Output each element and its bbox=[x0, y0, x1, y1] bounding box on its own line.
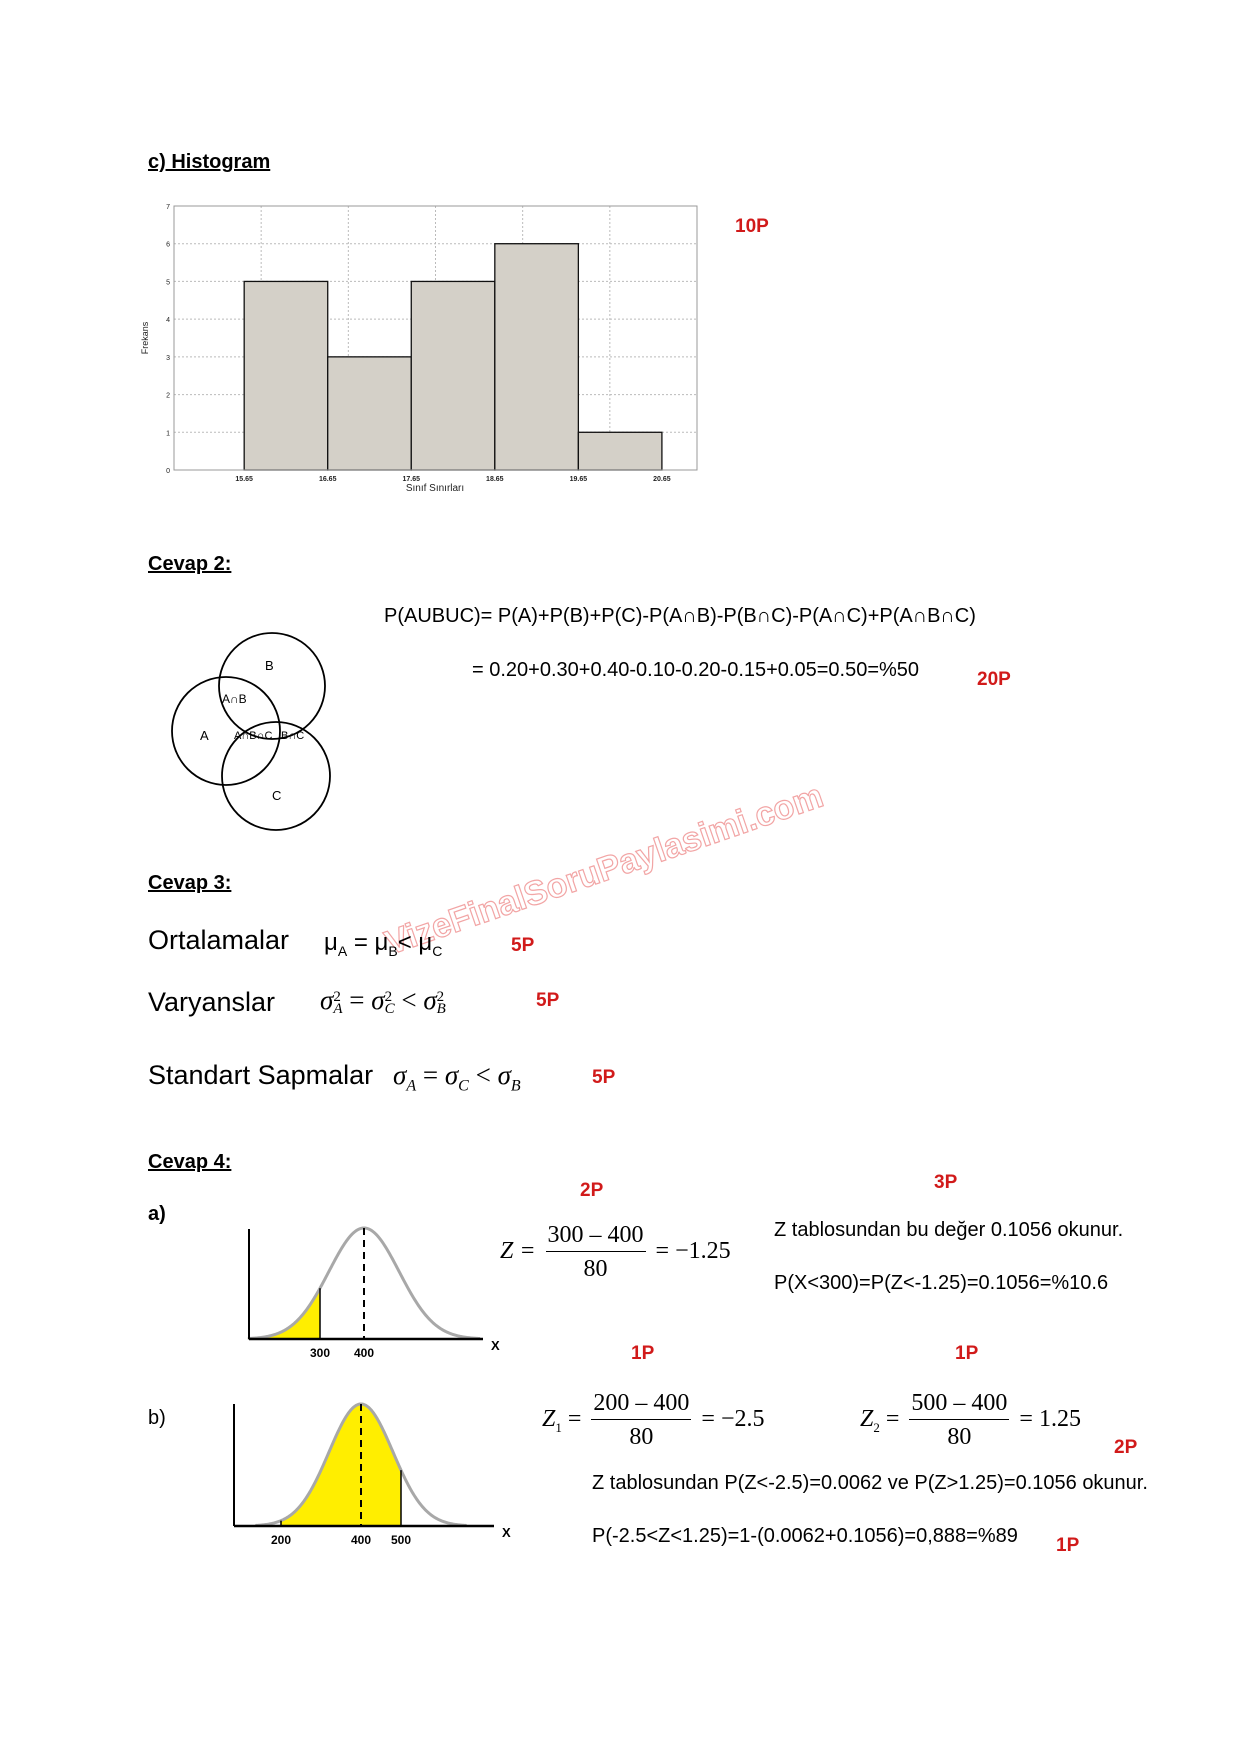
part-b-z1-points: 1P bbox=[631, 1343, 655, 1364]
part-a-z-formula: Z = 300 – 400 80 = −1.25 bbox=[500, 1222, 731, 1282]
y-tick-label: 1 bbox=[166, 430, 170, 437]
x-axis-label: Sınıf Sınırları bbox=[406, 483, 464, 494]
plot-frame bbox=[173, 205, 698, 471]
venn-circle-b bbox=[218, 632, 326, 740]
cevap4-heading: Cevap 4: bbox=[148, 1151, 232, 1173]
variances-label: Varyanslar bbox=[148, 987, 276, 1017]
variances-points: 5P bbox=[536, 990, 560, 1011]
x-tick-label: 18.65 bbox=[486, 476, 504, 483]
y-tick-label: 2 bbox=[166, 393, 170, 400]
venn-label-bc: B∩C bbox=[281, 730, 304, 742]
part-a-text-points: 3P bbox=[934, 1172, 958, 1193]
part-a-formula-points: 2P bbox=[580, 1180, 604, 1201]
watermark: VizeFinalSoruPaylasimi.com bbox=[380, 776, 829, 963]
venn-label-abc: A∩B∩C bbox=[234, 730, 272, 742]
venn-circle-c bbox=[221, 721, 331, 831]
means-points: 5P bbox=[511, 935, 535, 956]
y-tick-labels: 0 1 2 3 4 5 6 7 bbox=[166, 204, 170, 475]
normal-curve-b: 200 400 500 X bbox=[233, 1402, 511, 1547]
histogram-bar bbox=[410, 280, 496, 471]
y-tick-label: 6 bbox=[166, 242, 170, 249]
part-a-label: a) bbox=[148, 1203, 166, 1225]
axis-label-x: X bbox=[502, 1525, 511, 1540]
histogram-bar bbox=[494, 243, 580, 471]
tick-label: 400 bbox=[354, 1346, 374, 1360]
cevap2-heading: Cevap 2: bbox=[148, 553, 232, 575]
part-b-z2-formula: Z2 = 500 – 400 80 = 1.25 bbox=[860, 1390, 1081, 1450]
histogram-bars bbox=[243, 243, 663, 471]
part-b-z1-formula: Z1 = 200 – 400 80 = −2.5 bbox=[542, 1390, 765, 1450]
x-tick-label: 15.65 bbox=[235, 476, 253, 483]
stdev-label: Standart Sapmalar bbox=[148, 1060, 374, 1090]
stdev-points: 5P bbox=[592, 1067, 616, 1088]
y-tick-label: 4 bbox=[166, 317, 170, 324]
tick-label: 500 bbox=[391, 1533, 411, 1547]
part-b-line2: P(-2.5<Z<1.25)=1-(0.0062+0.1056)=0,888=%… bbox=[592, 1525, 1018, 1547]
part-b-final-points: 1P bbox=[1056, 1535, 1080, 1556]
tick-label: 300 bbox=[310, 1346, 330, 1360]
y-axis-label: Frekans bbox=[140, 321, 150, 354]
venn-circle-a bbox=[171, 676, 281, 786]
normal-curve-a: 300 400 X bbox=[247, 1226, 500, 1360]
stdev-relation: σA = σC < σB bbox=[393, 1060, 521, 1095]
part-b-z2-points: 1P bbox=[955, 1343, 979, 1364]
union-result: = 0.20+0.30+0.40-0.10-0.20-0.15+0.05=0.5… bbox=[472, 659, 920, 681]
axis-label-x: X bbox=[491, 1338, 500, 1353]
part-a-line2: P(X<300)=P(Z<-1.25)=0.1056=%10.6 bbox=[774, 1272, 1109, 1294]
y-tick-label: 5 bbox=[166, 279, 170, 286]
part-b-text-points: 2P bbox=[1114, 1437, 1138, 1458]
venn-diagram: A B C A∩B A∩B∩C B∩C bbox=[171, 632, 331, 831]
y-tick-label: 3 bbox=[166, 355, 170, 362]
x-tick-label: 20.65 bbox=[653, 476, 671, 483]
x-tick-label: 19.65 bbox=[570, 476, 588, 483]
y-tick-label: 7 bbox=[166, 204, 170, 211]
means-label: Ortalamalar bbox=[148, 925, 290, 955]
venn-label-ab: A∩B bbox=[222, 692, 247, 706]
part-a-line1: Z tablosundan bu değer 0.1056 okunur. bbox=[774, 1219, 1124, 1241]
tick-label: 400 bbox=[351, 1533, 371, 1547]
histogram-bar bbox=[577, 431, 663, 471]
venn-label-c: C bbox=[272, 788, 281, 803]
histogram-bar bbox=[243, 280, 329, 471]
shaded-area bbox=[281, 1404, 401, 1526]
means-relation: μA = μB< μC bbox=[324, 929, 443, 959]
tick-label: 200 bbox=[271, 1533, 291, 1547]
histogram-heading: c) Histogram bbox=[148, 151, 271, 173]
x-tick-label: 17.65 bbox=[403, 476, 421, 483]
svg-text:VizeFinalSoruPaylasimi.com: VizeFinalSoruPaylasimi.com bbox=[380, 777, 828, 963]
part-b-line1: Z tablosundan P(Z<-2.5)=0.0062 ve P(Z>1.… bbox=[592, 1472, 1148, 1494]
part-b-label: b) bbox=[148, 1407, 166, 1429]
cevap2-points: 20P bbox=[977, 669, 1011, 690]
venn-label-a: A bbox=[200, 728, 209, 743]
histogram-bar bbox=[327, 356, 412, 471]
x-tick-label: 16.65 bbox=[319, 476, 337, 483]
x-tick-labels: 15.65 16.65 17.65 18.65 19.65 20.65 bbox=[235, 476, 670, 483]
y-tick-label: 0 bbox=[166, 468, 170, 475]
histogram-points: 10P bbox=[735, 216, 769, 237]
venn-label-b: B bbox=[265, 658, 274, 673]
union-formula: P(AUBUC)= P(A)+P(B)+P(C)-P(A∩B)-P(B∩C)-P… bbox=[384, 605, 976, 627]
shaded-area bbox=[247, 1288, 320, 1339]
cevap3-heading: Cevap 3: bbox=[148, 872, 232, 894]
